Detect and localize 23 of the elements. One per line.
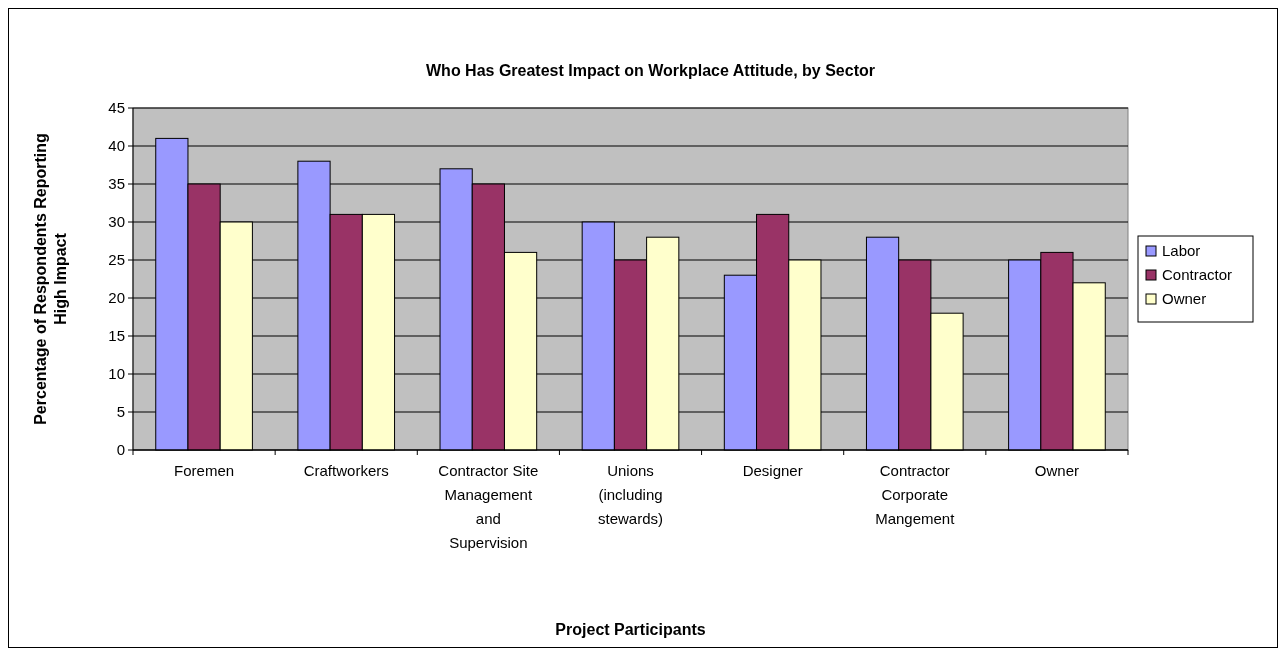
x-axis-title: Project Participants [555, 621, 706, 638]
y-tick-label: 10 [108, 365, 125, 383]
y-axis-title: Percentage of Respondents Reporting High Impact [32, 133, 69, 425]
y-tick-label: 5 [116, 403, 125, 421]
x-tick-label: Craftworkers [303, 462, 389, 479]
y-tick-label: 35 [108, 175, 125, 193]
x-tick-label: Contractor Site Management and Supervision [438, 462, 539, 551]
x-tick-label: Owner [1034, 462, 1080, 479]
y-tick-label: 25 [108, 251, 125, 269]
legend-label: Contractor [1162, 266, 1233, 284]
x-tick-label: Foremen [174, 462, 235, 479]
legend-label: Owner [1162, 290, 1207, 308]
y-tick-label: 20 [108, 289, 125, 307]
legend-label: Labor [1162, 242, 1201, 260]
x-tick-label: Designer [742, 462, 803, 479]
y-tick-label: 45 [108, 99, 125, 117]
x-tick-label: Unions (including stewards) [597, 462, 664, 527]
y-tick-label: 0 [116, 441, 125, 459]
y-tick-label: 15 [108, 327, 125, 345]
chart-title: Who Has Greatest Impact on Workplace Attitude, by Sector [426, 62, 875, 79]
y-tick-label: 30 [108, 213, 125, 231]
y-tick-label: 40 [108, 137, 125, 155]
x-tick-label: Contractor Corporate Mangement [875, 462, 956, 527]
